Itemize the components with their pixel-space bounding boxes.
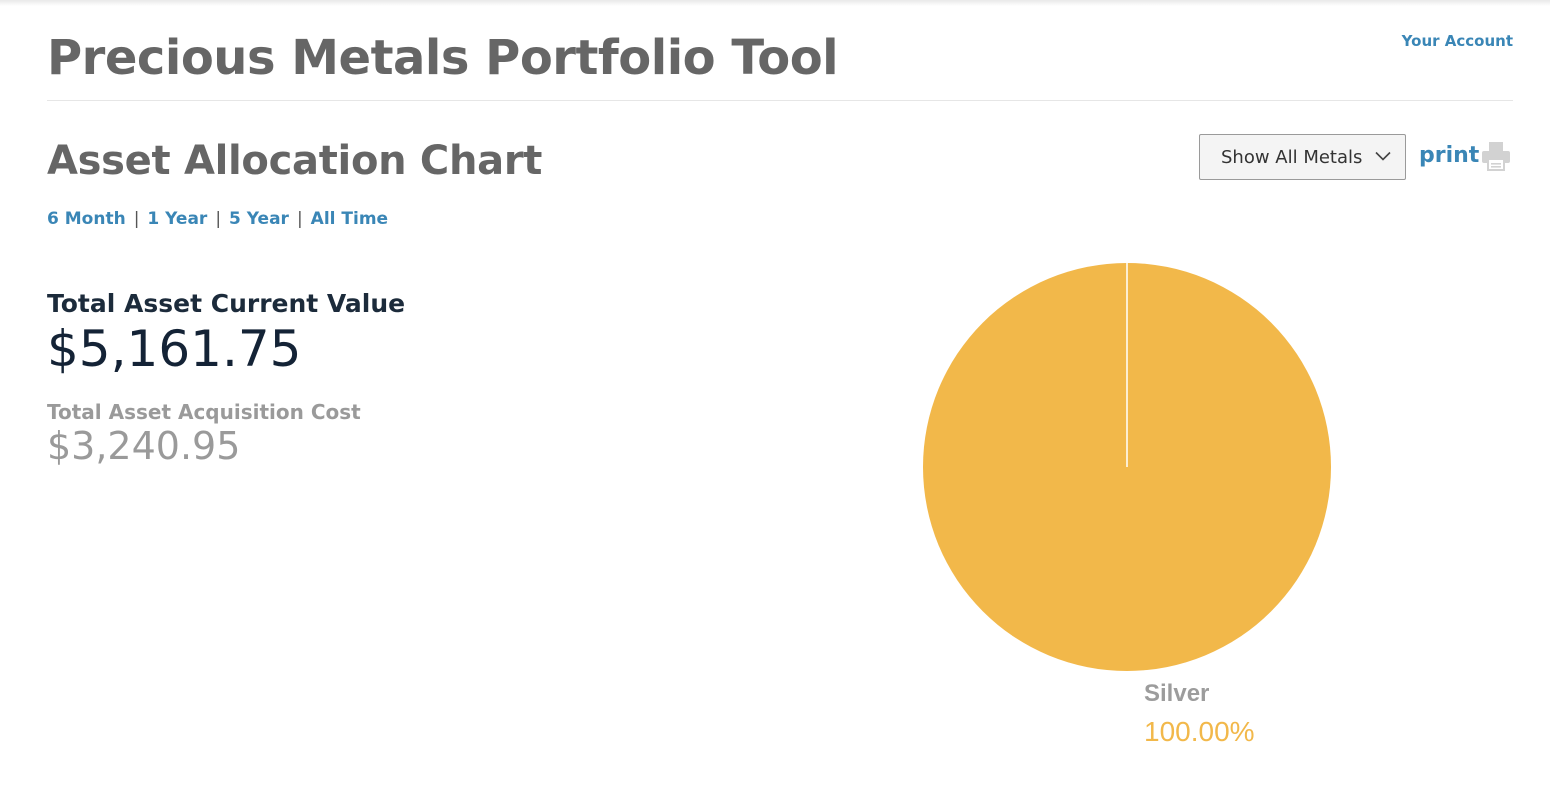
printer-icon[interactable] [1480,140,1512,172]
range-separator: | [215,209,222,229]
current-value-label: Total Asset Current Value [47,289,406,318]
allocation-pie-chart [923,263,1331,671]
acquisition-cost-value: $3,240.95 [47,424,241,468]
range-link-all-time[interactable]: All Time [310,209,389,229]
pie-legend-percent: 100.00% [1144,716,1255,747]
range-link-1-year[interactable]: 1 Year [147,209,208,229]
print-link[interactable]: print [1419,143,1480,168]
acquisition-cost-label: Total Asset Acquisition Cost [47,400,361,424]
time-range-selector: 6 Month | 1 Year | 5 Year | All Time [47,209,388,229]
range-separator: | [133,209,140,229]
header-divider [47,100,1513,101]
pie-legend-name: Silver [1144,680,1210,707]
range-separator: | [296,209,303,229]
chevron-down-icon [1375,151,1391,161]
current-value: $5,161.75 [47,320,302,378]
top-shadow [0,0,1550,6]
range-link-6-month[interactable]: 6 Month [47,209,126,229]
metal-filter-select[interactable]: Show All Metals [1199,134,1406,180]
section-title: Asset Allocation Chart [47,138,543,184]
your-account-link[interactable]: Your Account [1401,32,1513,50]
metal-filter-value: Show All Metals [1221,146,1363,168]
range-link-5-year[interactable]: 5 Year [229,209,289,229]
page-title: Precious Metals Portfolio Tool [47,30,839,86]
